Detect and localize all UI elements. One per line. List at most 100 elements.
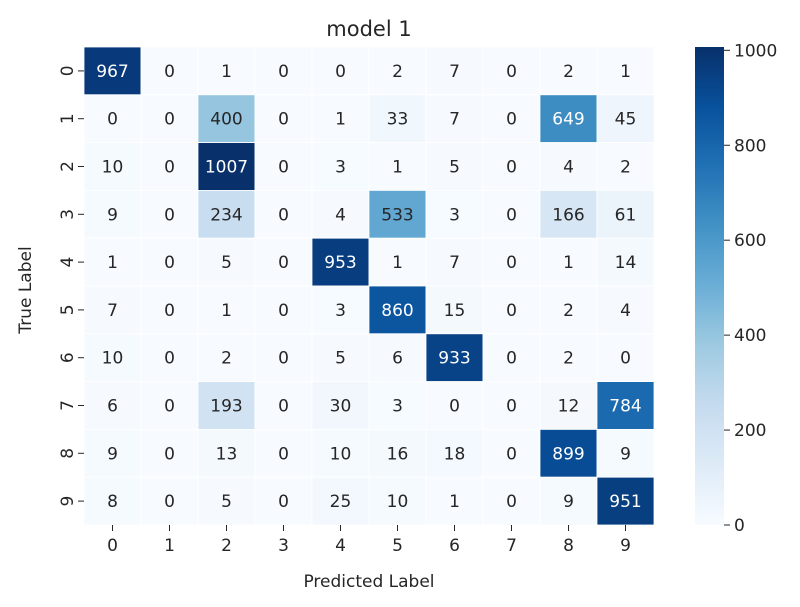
- x-axis-ticks: 0 1 2 3 4 5 6 7 8 9: [107, 525, 631, 556]
- heatmap-cell: [482, 94, 541, 144]
- heatmap-cell: [254, 285, 313, 335]
- cell-value-label: 5: [335, 349, 346, 369]
- heatmap-cell: [596, 381, 655, 430]
- heatmap-cell: [197, 381, 256, 430]
- cell-value-label: 193: [210, 397, 242, 417]
- cell-value-label: 933: [438, 349, 470, 369]
- cell-value-label: 0: [278, 253, 289, 273]
- colorbar-tick-label: 800: [734, 136, 766, 156]
- heatmap-cell: [482, 46, 541, 96]
- heatmap-cell: [83, 285, 142, 335]
- cell-value-label: 0: [278, 349, 289, 369]
- cell-value-label: 5: [221, 253, 232, 273]
- heatmap-cell: [254, 333, 313, 382]
- cell-value-label: 0: [449, 397, 460, 417]
- cell-value-label: 899: [552, 444, 584, 464]
- heatmap-cell: [596, 333, 655, 382]
- colorbar-tick-label: 400: [734, 326, 766, 346]
- x-tick-label: 3: [278, 536, 289, 556]
- x-tick-label: 2: [221, 536, 232, 556]
- heatmap-cell: [482, 428, 541, 478]
- heatmap-cell: [425, 381, 484, 430]
- cell-value-label: 9: [620, 444, 631, 464]
- cell-value-label: 0: [335, 62, 346, 82]
- cell-value-label: 533: [381, 205, 413, 225]
- heatmap-cell: [596, 46, 655, 96]
- cell-value-label: 1: [107, 253, 118, 273]
- heatmap-cell: [596, 142, 655, 191]
- cell-value-label: 0: [164, 444, 175, 464]
- cell-value-label: 166: [552, 205, 584, 225]
- cell-value-label: 10: [387, 492, 409, 512]
- cell-value-label: 7: [449, 62, 460, 82]
- cell-value-label: 3: [392, 397, 403, 417]
- cell-value-label: 0: [278, 301, 289, 321]
- heatmap-cell: [368, 476, 427, 526]
- cell-value-label: 234: [210, 205, 242, 225]
- heatmap-cell: [140, 237, 199, 287]
- heatmap-cell: [539, 142, 598, 191]
- cell-value-label: 951: [609, 492, 641, 512]
- heatmap-cell: [254, 94, 313, 144]
- heatmap-cell: [140, 381, 199, 430]
- heatmap-cell: [596, 237, 655, 287]
- x-tick-label: 9: [620, 536, 631, 556]
- heatmap-cell: [140, 142, 199, 191]
- heatmap-cell: [83, 46, 142, 96]
- cell-value-label: 9: [107, 444, 118, 464]
- cell-value-label: 953: [324, 253, 356, 273]
- heatmap-cell: [482, 237, 541, 287]
- cell-value-label: 7: [107, 301, 118, 321]
- cell-value-label: 0: [620, 349, 631, 369]
- cell-value-label: 1: [221, 62, 232, 82]
- cell-value-label: 7: [449, 253, 460, 273]
- cell-value-label: 0: [506, 349, 517, 369]
- x-tick-label: 7: [506, 536, 517, 556]
- cell-value-label: 1007: [205, 158, 248, 178]
- cell-value-label: 15: [444, 301, 466, 321]
- y-tick-label: 5: [58, 304, 78, 315]
- heatmap-cell: [140, 46, 199, 96]
- cell-value-label: 0: [506, 62, 517, 82]
- cell-value-label: 12: [558, 397, 580, 417]
- cell-value-label: 45: [615, 110, 637, 130]
- cell-value-label: 0: [506, 492, 517, 512]
- y-tick-label: 6: [58, 352, 78, 363]
- cell-value-label: 1: [392, 253, 403, 273]
- cell-value-label: 7: [449, 110, 460, 130]
- heatmap-cell: [368, 46, 427, 96]
- heatmap-cell: [425, 333, 484, 382]
- x-axis-label: Predicted Label: [303, 572, 434, 592]
- cell-value-label: 0: [506, 253, 517, 273]
- heatmap-cell: [539, 285, 598, 335]
- cell-value-label: 3: [335, 301, 346, 321]
- heatmap-cell: [482, 333, 541, 382]
- cell-value-label: 0: [278, 205, 289, 225]
- cell-value-label: 0: [278, 397, 289, 417]
- cell-value-label: 18: [444, 444, 466, 464]
- heatmap-cell: [596, 94, 655, 144]
- heatmap-cell: [368, 333, 427, 382]
- cell-value-label: 0: [278, 62, 289, 82]
- heatmap-cell: [482, 476, 541, 526]
- cell-value-label: 0: [164, 62, 175, 82]
- cell-value-label: 4: [563, 158, 574, 178]
- heatmap-cell: [140, 428, 199, 478]
- colorbar-tick-label: 1000: [734, 41, 777, 61]
- heatmap-cell: [197, 237, 256, 287]
- y-tick-label: 0: [58, 65, 78, 76]
- heatmap-cell: [539, 333, 598, 382]
- cell-value-label: 649: [552, 110, 584, 130]
- cell-value-label: 1: [563, 253, 574, 273]
- heatmap-cell: [83, 142, 142, 191]
- heatmap-cell: [425, 476, 484, 526]
- heatmap-cell: [197, 46, 256, 96]
- cell-value-label: 16: [387, 444, 409, 464]
- cell-value-label: 0: [164, 205, 175, 225]
- heatmap-cell: [539, 428, 598, 478]
- cell-value-label: 1: [335, 110, 346, 130]
- cell-value-label: 10: [102, 349, 124, 369]
- y-axis-label: True Label: [16, 246, 36, 334]
- cell-value-label: 30: [330, 397, 352, 417]
